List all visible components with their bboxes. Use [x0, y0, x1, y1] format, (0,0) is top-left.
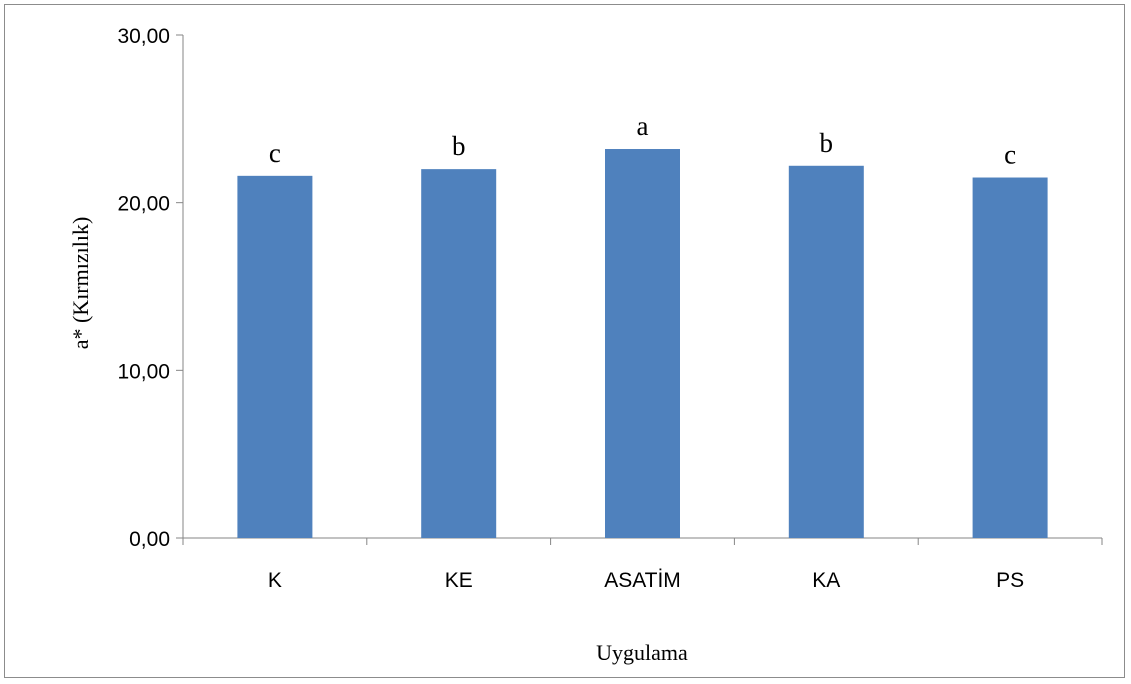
y-axis-title: a* (Kırmızılık) — [68, 217, 93, 350]
bar — [605, 149, 680, 538]
data-label: c — [269, 138, 281, 168]
bar — [237, 175, 313, 538]
y-tick-label: 30,00 — [117, 25, 170, 48]
data-label: c — [1004, 140, 1016, 170]
x-tick-label: PS — [996, 569, 1024, 592]
labels: Kc KE b ASATİM a KA b PS c — [268, 111, 1024, 592]
bar — [972, 177, 1048, 538]
chart-frame — [4, 4, 1125, 678]
data-label: b — [452, 131, 466, 161]
data-label: a — [637, 111, 649, 141]
x-tick-label: KA — [812, 569, 840, 592]
bar — [788, 165, 864, 538]
x-tick-label: K — [268, 569, 282, 592]
bar — [421, 169, 497, 538]
bars — [237, 149, 1048, 538]
y-tick-label: 10,00 — [117, 360, 170, 383]
y-tick-label: 0,00 — [129, 528, 170, 551]
data-label: b — [820, 128, 834, 158]
y-tick-label: 20,00 — [117, 193, 170, 216]
axes: 0,00 10,00 20,00 30,00 — [117, 25, 1103, 551]
x-axis-title: Uygulama — [596, 640, 688, 665]
x-tick-label: KE — [445, 569, 473, 592]
x-tick-label: ASATİM — [604, 569, 681, 592]
